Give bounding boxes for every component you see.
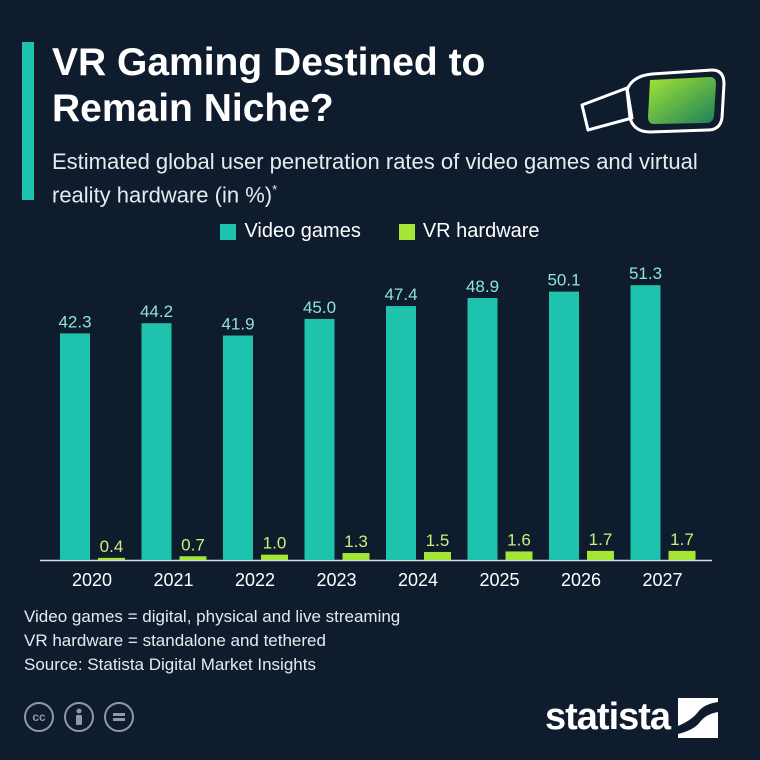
no-derivatives-icon[interactable] — [104, 702, 134, 732]
data-label-video-games-2022: 41.9 — [221, 315, 254, 334]
x-tick-label-2026: 2026 — [561, 570, 601, 590]
subtitle-footnote-mark: * — [272, 182, 278, 197]
legend-swatch-vr-hardware — [398, 223, 415, 240]
source-note: Source: Statista Digital Market Insights — [24, 655, 316, 674]
bar-video-games-2026 — [549, 291, 579, 560]
x-tick-label-2023: 2023 — [316, 570, 356, 590]
data-label-video-games-2025: 48.9 — [466, 277, 499, 296]
brand-name: statista — [545, 696, 671, 738]
title-accent-bar — [22, 42, 34, 200]
data-label-vr-hardware-2021: 0.7 — [181, 535, 205, 554]
bar-chart: 42.3 0.4 2020 44.2 0.7 2021 41.9 1.0 2022 45.0 1.3… — [40, 264, 712, 590]
bar-vr-hardware-2026 — [587, 550, 614, 560]
data-label-vr-hardware-2025: 1.6 — [507, 530, 531, 549]
bar-video-games-2024 — [386, 306, 416, 560]
license-icons: cc — [24, 702, 134, 732]
bar-video-games-2027 — [630, 285, 661, 560]
vr-headset-icon — [580, 68, 726, 134]
legend-item-vr-hardware: VR hardware — [398, 220, 540, 243]
data-label-vr-hardware-2024: 1.5 — [426, 531, 450, 550]
x-tick-label-2022: 2022 — [235, 570, 275, 590]
attribution-icon[interactable] — [64, 702, 94, 732]
bar-vr-hardware-2020 — [98, 557, 125, 560]
data-label-vr-hardware-2022: 1.0 — [263, 534, 287, 553]
data-label-video-games-2027: 51.3 — [629, 264, 662, 283]
bar-video-games-2025 — [467, 298, 498, 560]
x-tick-label-2025: 2025 — [479, 570, 519, 590]
chart-legend: Video games VR hardware — [0, 220, 760, 243]
subtitle-text: Estimated global user penetration rates … — [52, 149, 698, 208]
x-tick-label-2024: 2024 — [398, 570, 438, 590]
bar-vr-hardware-2025 — [505, 551, 533, 560]
data-label-vr-hardware-2027: 1.7 — [670, 530, 694, 549]
data-label-video-games-2021: 44.2 — [140, 302, 173, 321]
bar-vr-hardware-2027 — [668, 550, 696, 560]
data-label-vr-hardware-2020: 0.4 — [100, 537, 124, 556]
legend-label-video-games: Video games — [244, 220, 361, 242]
bar-video-games-2021 — [141, 323, 172, 560]
cc-icon[interactable]: cc — [24, 702, 54, 732]
statista-brand[interactable]: statista — [545, 696, 719, 739]
bar-vr-hardware-2024 — [424, 551, 451, 560]
bar-vr-hardware-2022 — [261, 554, 288, 560]
legend-swatch-video-games — [220, 223, 237, 240]
data-label-video-games-2026: 50.1 — [547, 271, 580, 290]
footnote-vr-hardware: VR hardware = standalone and tethered — [24, 631, 326, 650]
data-label-video-games-2023: 45.0 — [303, 298, 336, 317]
x-tick-label-2027: 2027 — [642, 570, 682, 590]
data-label-video-games-2024: 47.4 — [384, 285, 417, 304]
statista-logo-icon — [678, 697, 719, 738]
bar-vr-hardware-2023 — [342, 553, 370, 560]
chart-title: VR Gaming Destined to Remain Niche? — [52, 41, 486, 130]
bar-vr-hardware-2021 — [179, 556, 207, 560]
data-label-video-games-2020: 42.3 — [58, 312, 91, 331]
legend-item-video-games: Video games — [220, 220, 361, 243]
data-label-vr-hardware-2023: 1.3 — [344, 532, 368, 551]
x-tick-label-2021: 2021 — [153, 570, 193, 590]
legend-label-vr-hardware: VR hardware — [422, 220, 540, 242]
chart-subtitle: Estimated global user penetration rates … — [52, 148, 712, 209]
footnote-video-games: Video games = digital, physical and live… — [24, 607, 401, 626]
bar-video-games-2023 — [304, 318, 335, 560]
bar-video-games-2020 — [60, 333, 90, 560]
x-tick-label-2020: 2020 — [72, 570, 112, 590]
bar-video-games-2022 — [223, 335, 253, 560]
data-label-vr-hardware-2026: 1.7 — [589, 530, 613, 549]
footnotes: Video games = digital, physical and live… — [24, 605, 400, 677]
